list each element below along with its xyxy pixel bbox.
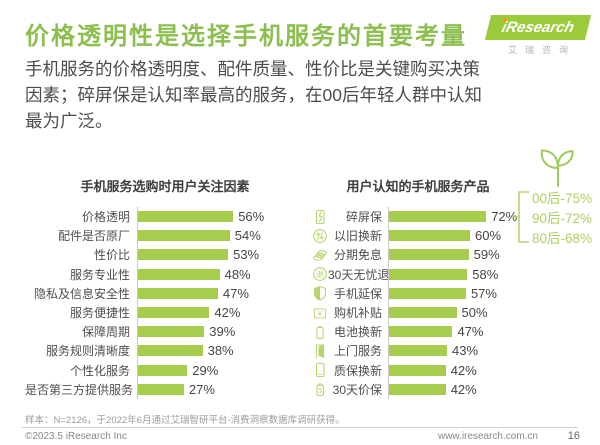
bar <box>389 268 468 280</box>
value-label: 27% <box>188 381 215 397</box>
bar-row: 以旧换新 60% <box>312 226 600 246</box>
price-protection-icon: $ <box>312 381 328 397</box>
value-label: 29% <box>192 362 219 378</box>
return-guarantee-icon: 退 <box>312 266 328 282</box>
bar <box>389 287 466 299</box>
battery-renewal-icon <box>312 324 328 340</box>
iresearch-logo: iResearch 艾瑞咨询 <box>484 15 592 56</box>
bar-row: 电池换新 47% <box>312 322 600 342</box>
value-label: 56% <box>238 209 265 225</box>
door-to-door-service-icon <box>312 343 328 359</box>
bar-row: 性价比 53% <box>25 245 315 265</box>
bar-row: 保障周期 39% <box>25 322 315 342</box>
bar-row: ¥ 购机补贴 50% <box>312 302 600 323</box>
value-label: 72% <box>491 209 518 225</box>
bar-row: 服务便捷性 42% <box>25 302 315 323</box>
bar-row: 服务规则清晰度 38% <box>25 341 315 361</box>
bar-rows: 碎屏保 72% 以旧换新 60% 分期免息 59% 退 30天无忧退 58% 手… <box>312 207 600 399</box>
annotation-bracket <box>512 191 530 248</box>
bar-row: 隐私及信息安全性 47% <box>25 283 315 303</box>
svg-text:退: 退 <box>316 270 324 279</box>
bar-row: 分期免息 59% <box>312 245 600 265</box>
broken-screen-phone-icon <box>312 209 328 225</box>
bar <box>389 211 487 223</box>
footer-divider <box>22 427 578 428</box>
bar <box>138 326 205 338</box>
bar <box>138 211 234 223</box>
value-label: 38% <box>207 343 234 359</box>
page-number: 16 <box>567 430 580 442</box>
bar <box>138 307 210 319</box>
value-label: 42% <box>214 305 241 321</box>
bar-row: 退 30天无忧退 58% <box>312 264 600 284</box>
summary-text: 手机服务的价格透明度、配件质量、性价比是关键购买决策 因素；碎屏保是认知率最高的… <box>25 59 482 131</box>
value-label: 47% <box>222 285 249 301</box>
svg-text:$: $ <box>318 388 322 395</box>
chart-title: 用户认知的手机服务产品 <box>346 179 490 194</box>
legend-item: 90后-72% <box>532 211 593 226</box>
bar <box>138 364 188 376</box>
bar <box>389 345 448 357</box>
trade-in-arrows-icon <box>312 228 328 244</box>
bar <box>138 345 203 357</box>
installment-coins-icon <box>312 247 328 263</box>
bar <box>138 249 229 261</box>
phone-warranty-renewal-icon <box>312 362 328 378</box>
bar-row: 手机延保 57% <box>312 283 600 303</box>
bar <box>389 307 457 319</box>
value-label: 57% <box>470 285 497 301</box>
bar <box>389 249 469 261</box>
bar <box>138 287 218 299</box>
bar <box>138 383 184 395</box>
value-label: 53% <box>233 247 260 263</box>
value-label: 39% <box>209 324 236 340</box>
chart-purchase-factors: 手机服务选购时用户关注因素 价格透明 56% 配件是否原厂 54% 性价比 53… <box>25 176 315 399</box>
value-label: 60% <box>475 228 502 244</box>
iresearch-logo-band: iResearch <box>484 15 592 40</box>
value-label: 47% <box>457 324 484 340</box>
generation-legend: 00后-75% 90后-72% 80后-68% <box>532 189 592 249</box>
value-label: 50% <box>461 305 488 321</box>
legend-item: 80后-68% <box>532 231 593 246</box>
bar <box>138 230 230 242</box>
bar <box>389 383 446 395</box>
warranty-shield-icon <box>312 285 328 301</box>
bar <box>389 364 446 376</box>
bar-row: $ 30天价保 42% <box>312 379 600 399</box>
chart-title: 手机服务选购时用户关注因素 <box>80 179 250 194</box>
svg-text:¥: ¥ <box>318 311 322 318</box>
bar <box>389 326 453 338</box>
bar <box>138 268 220 280</box>
sprout-icon <box>536 142 580 193</box>
bar-row: 质保换新 42% <box>312 360 600 380</box>
purchase-subsidy-icon: ¥ <box>312 305 328 321</box>
value-label: 42% <box>450 381 477 397</box>
logo-brand-text: iResearch <box>500 19 576 36</box>
website-url: www.iresearch.com.cn <box>437 431 538 442</box>
value-label: 48% <box>224 266 251 282</box>
bar-row: 是否第三方提供服务 27% <box>25 379 315 399</box>
bar-rows: 价格透明 56% 配件是否原厂 54% 性价比 53% 服务专业性 48% 隐私… <box>25 207 315 399</box>
sample-footnote: 样本：N=2126，于2022年6月通过艾瑞智研平台-消费洞察数据库调研获得。 <box>25 415 345 426</box>
bar-row: 价格透明 56% <box>25 207 315 227</box>
bar-row: 服务专业性 48% <box>25 264 315 284</box>
chart-known-services: 用户认知的手机服务产品 碎屏保 72% 以旧换新 60% 分期免息 59% 退 … <box>312 176 600 399</box>
bar-row: 碎屏保 72% <box>312 207 600 227</box>
bar-row: 配件是否原厂 54% <box>25 226 315 246</box>
value-label: 43% <box>452 343 479 359</box>
legend-item: 00后-75% <box>532 191 593 206</box>
bar <box>389 230 470 242</box>
value-label: 54% <box>234 228 261 244</box>
bar-row: 上门服务 43% <box>312 341 600 361</box>
logo-brand-chinese: 艾瑞咨询 <box>507 45 576 55</box>
value-label: 58% <box>472 266 499 282</box>
value-label: 42% <box>450 362 477 378</box>
page-title: 价格透明性是选择手机服务的首要考量 <box>25 23 467 50</box>
value-label: 59% <box>473 247 500 263</box>
copyright-text: ©2023.5 iResearch Inc <box>25 431 127 442</box>
bar-row: 个性化服务 29% <box>25 360 315 380</box>
